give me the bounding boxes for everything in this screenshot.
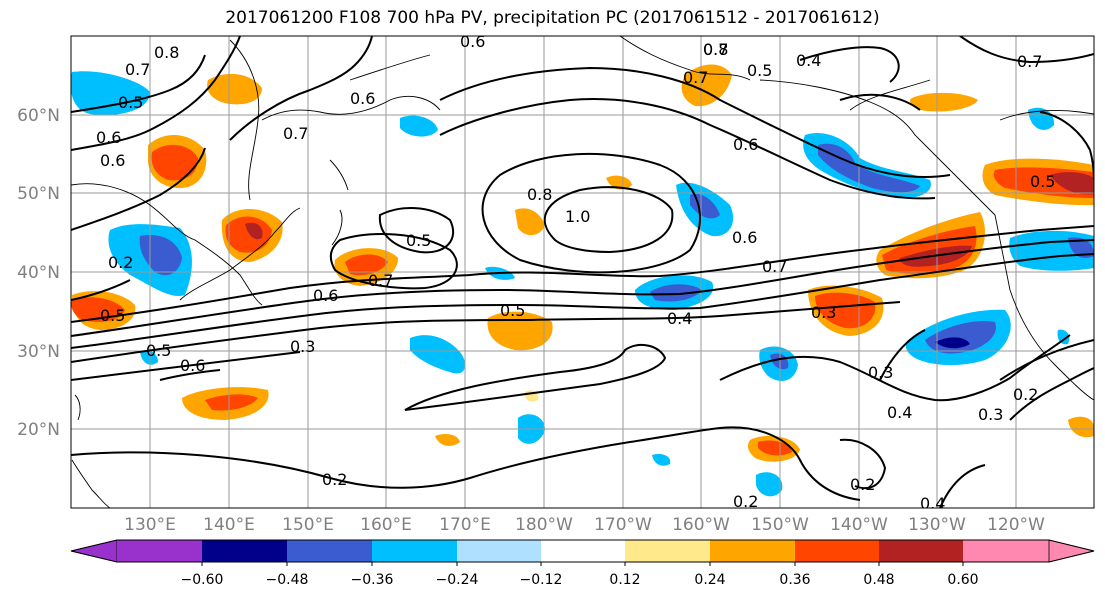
contour-label: 0.7 — [683, 68, 708, 87]
coastlines — [71, 36, 1094, 508]
contour-label: 0.6 — [100, 151, 125, 170]
contour-label: 0.5 — [747, 61, 772, 80]
contour-label: 0.6 — [96, 128, 121, 147]
colorbar-segment — [70, 539, 118, 563]
contour-label: 0.2 — [850, 475, 875, 494]
contour-label: 0.5 — [406, 231, 431, 250]
colorbar-outline — [70, 539, 1095, 563]
colorbar-tick-label: −0.36 — [351, 572, 394, 588]
lon-label: 140°E — [203, 515, 255, 535]
colorbar-segment — [457, 540, 541, 562]
colorbar-segment — [541, 540, 625, 562]
contour-label: 0.5 — [118, 93, 143, 112]
contour-label: 0.4 — [887, 403, 912, 422]
colorbar-tick-label: 0.12 — [609, 572, 640, 588]
lat-label: 20°N — [17, 420, 60, 440]
contour-label: 0.2 — [1013, 385, 1038, 404]
colorbar-segment — [963, 540, 1049, 562]
map-panel: 0.8 0.7 0.6 0.5 0.6 0.7 0.6 0.6 0.7 0.7 … — [71, 32, 1094, 513]
pv-contours — [71, 36, 1094, 508]
lat-label: 40°N — [17, 263, 60, 283]
colorbar-ticks — [201, 562, 964, 566]
contour-label: 0.6 — [313, 286, 338, 305]
lon-label: 160°E — [360, 515, 412, 535]
contour-label: 0.4 — [920, 494, 945, 513]
contour-label: 0.6 — [733, 135, 758, 154]
contour-label: 0.7 — [1017, 52, 1042, 71]
map-frame — [70, 35, 1095, 509]
colorbar-segment — [287, 540, 372, 562]
contour-label: 0.3 — [811, 303, 836, 322]
colorbar-segment — [117, 540, 202, 562]
lat-label: 60°N — [17, 106, 60, 126]
map-title: 2017061200 F108 700 hPa PV, precipitatio… — [225, 8, 880, 28]
contour-label: 0.4 — [667, 309, 692, 328]
latitude-labels: 60°N 50°N 40°N 30°N 20°N — [17, 106, 60, 440]
lon-label: 130°E — [124, 515, 176, 535]
contour-label: 0.6 — [350, 89, 375, 108]
colorbar-segment — [879, 540, 963, 562]
colorbar-tick-label: 0.24 — [694, 572, 725, 588]
contour-label: 0.7 — [125, 60, 150, 79]
lat-label: 50°N — [17, 184, 60, 204]
longitude-labels: 130°E 140°E 150°E 160°E 170°E 180°W 170°… — [124, 515, 1045, 535]
colorbar-segment — [202, 540, 287, 562]
lon-label: 120°W — [987, 515, 1045, 535]
contour-label: 0.5 — [500, 301, 525, 320]
contour-label: 0.7 — [762, 257, 787, 276]
colorbar-tick-label: −0.12 — [520, 572, 563, 588]
lon-label: 150°W — [751, 515, 809, 535]
colorbar-tick-label: −0.60 — [181, 572, 224, 588]
contour-label: 0.2 — [322, 470, 347, 489]
contour-label: 0.2 — [733, 492, 758, 511]
contour-label: 0.3 — [868, 363, 893, 382]
lon-label: 130°W — [908, 515, 966, 535]
contour-label: 0.8 — [527, 185, 552, 204]
colorbar-segment — [372, 540, 457, 562]
contour-label: 0.6 — [460, 32, 485, 51]
contour-label: 0.5 — [1030, 172, 1055, 191]
lon-label: 160°W — [672, 515, 730, 535]
colorbar: −0.60 −0.48 −0.36 −0.24 −0.12 0.12 0.24 … — [70, 539, 1095, 588]
contour-label: 0.5 — [100, 306, 125, 325]
colorbar-segment — [795, 540, 879, 562]
precipitation-shading — [71, 64, 1094, 497]
contour-label: 0.2 — [108, 253, 133, 272]
colorbar-tick-label: 0.60 — [947, 572, 978, 588]
colorbar-segment — [710, 540, 795, 562]
contour-label: 0.6 — [732, 228, 757, 247]
contour-label: 0.7 — [703, 40, 728, 59]
colorbar-tick-label: 0.36 — [779, 572, 810, 588]
contour-label: 0.7 — [368, 271, 393, 290]
contour-labels: 0.8 0.7 0.6 0.5 0.6 0.7 0.6 0.6 0.7 0.7 … — [96, 32, 1055, 513]
lon-label: 170°E — [439, 515, 491, 535]
contour-label: 0.7 — [283, 124, 308, 143]
contour-label: 0.3 — [290, 337, 315, 356]
lon-label: 150°E — [282, 515, 334, 535]
colorbar-tick-label: −0.48 — [266, 572, 309, 588]
contour-label: 0.5 — [146, 341, 171, 360]
colorbar-segment — [1048, 539, 1095, 563]
lon-label: 170°W — [594, 515, 652, 535]
lat-label: 30°N — [17, 342, 60, 362]
contour-label: 0.8 — [703, 40, 728, 59]
contour-label: 0.6 — [180, 356, 205, 375]
contour-label: 0.4 — [796, 51, 821, 70]
contour-label: 0.8 — [154, 43, 179, 62]
lon-label: 180°W — [515, 515, 573, 535]
colorbar-tick-label: −0.24 — [436, 572, 479, 588]
contour-label: 1.0 — [565, 207, 590, 226]
colorbar-tick-label: 0.48 — [863, 572, 894, 588]
contour-label: 0.3 — [978, 405, 1003, 424]
lon-label: 140°W — [830, 515, 888, 535]
colorbar-segment — [625, 540, 710, 562]
